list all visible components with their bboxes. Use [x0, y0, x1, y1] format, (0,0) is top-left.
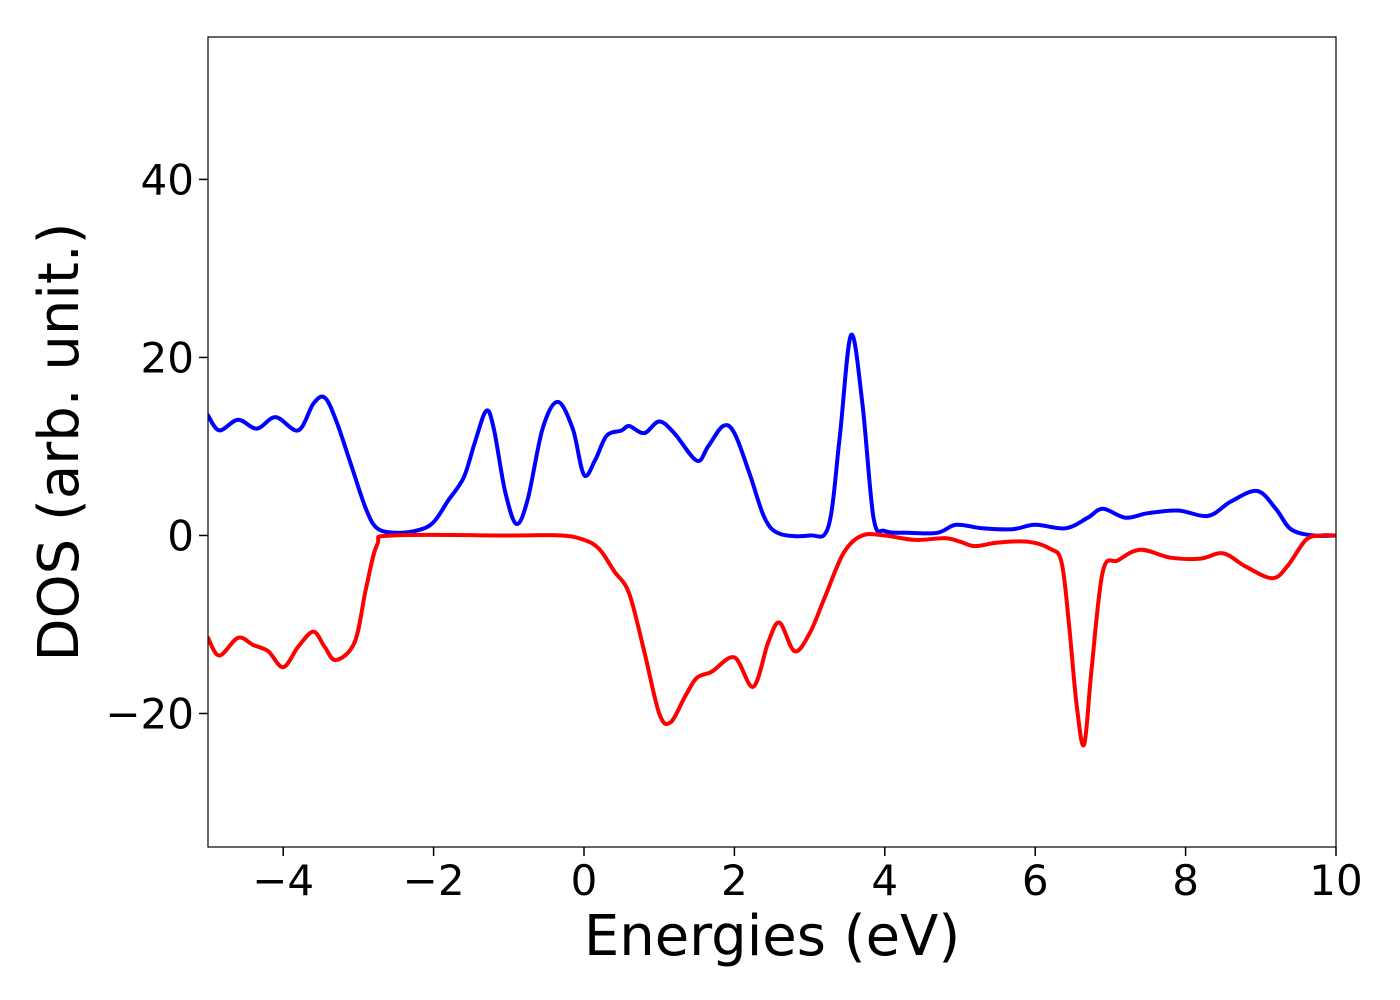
y-tick-label: −20: [105, 689, 194, 738]
x-tick-label: 0: [571, 856, 598, 905]
y-tick-label: 0: [167, 511, 194, 560]
series-layer: [208, 332, 1336, 748]
plot-frame: [207, 36, 1337, 848]
y-tick-label: 20: [141, 333, 194, 382]
series-line-1: [208, 332, 1336, 539]
x-tick-label: 8: [1172, 856, 1199, 905]
x-tick-label: −2: [403, 856, 465, 905]
x-axis-title: Energies (eV): [584, 904, 960, 969]
x-tick-label: 10: [1309, 856, 1362, 905]
series-line-2: [208, 531, 1336, 748]
x-axis-ticks: −4 −2 0 2 4 6 8 10: [252, 847, 1363, 905]
y-tick-label: 40: [141, 155, 194, 204]
y-axis-ticks: −20 0 20 40: [105, 155, 208, 738]
x-tick-label: 2: [721, 856, 748, 905]
x-tick-label: 4: [871, 856, 898, 905]
x-tick-label: −4: [252, 856, 314, 905]
x-tick-label: 6: [1022, 856, 1049, 905]
y-axis-title: DOS (arb. unit.): [27, 222, 92, 661]
